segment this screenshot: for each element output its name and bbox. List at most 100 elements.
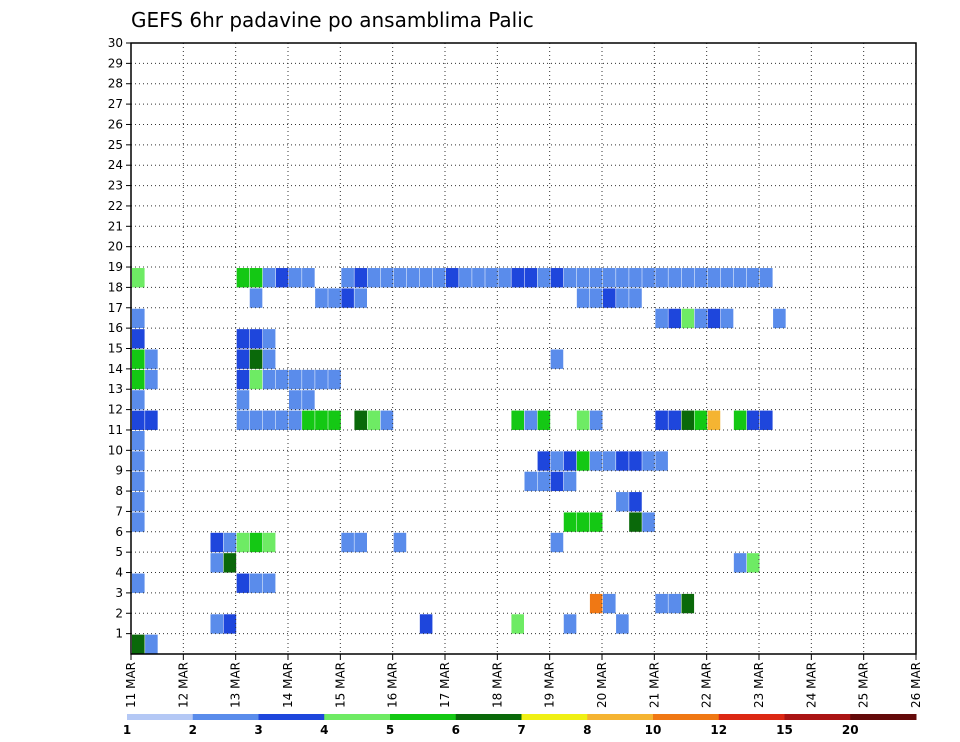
heatmap-cell <box>746 553 760 573</box>
heatmap-cell <box>511 614 524 634</box>
heatmap-cell <box>354 410 367 430</box>
heatmap-cell <box>354 288 367 308</box>
heatmap-cell <box>145 349 158 369</box>
heatmap-cell <box>302 410 315 430</box>
heatmap-cell <box>210 553 224 573</box>
heatmap-cell <box>668 268 681 288</box>
heatmap-cell <box>262 410 276 430</box>
heatmap-cell <box>655 308 668 329</box>
heatmap-cell <box>210 614 224 634</box>
y-tick-label: 11 <box>108 423 123 437</box>
legend-label: 12 <box>710 723 727 737</box>
heatmap-cell <box>694 410 708 430</box>
heatmap-cell <box>746 268 760 288</box>
heatmap-cell <box>616 614 629 634</box>
heatmap-cell <box>132 430 145 451</box>
x-tick-label: 11 MAR <box>124 662 138 708</box>
y-tick-label: 20 <box>108 240 123 254</box>
y-tick-label: 8 <box>115 484 123 498</box>
legend-swatch <box>455 714 522 720</box>
y-tick-label: 30 <box>108 36 123 50</box>
heatmap-cell <box>576 288 590 308</box>
heatmap-cell <box>760 410 773 430</box>
heatmap-cell <box>524 268 538 288</box>
y-tick-label: 15 <box>108 342 123 356</box>
heatmap-cell <box>249 573 263 593</box>
heatmap-cell <box>589 268 603 288</box>
heatmap-cell <box>315 369 328 390</box>
x-tick-label: 18 MAR <box>490 662 504 708</box>
y-tick-label: 4 <box>115 566 123 580</box>
y-tick-label: 27 <box>108 97 123 111</box>
heatmap-cell <box>655 593 668 614</box>
y-tick-label: 1 <box>115 627 123 641</box>
heatmap-cell <box>681 308 695 329</box>
heatmap-cell <box>563 268 577 288</box>
x-axis: 11 MAR 12 MAR 13 MAR 14 MAR 15 MAR 16 MAR 17 M… <box>124 654 923 708</box>
heatmap-cell <box>262 268 276 288</box>
x-tick-label: 24 MAR <box>804 662 818 708</box>
heatmap-cell <box>773 308 786 329</box>
y-tick-label: 14 <box>108 362 123 376</box>
heatmap-cell <box>681 593 695 614</box>
heatmap-cell <box>262 329 276 349</box>
heatmap-cell <box>668 308 681 329</box>
heatmap-cell <box>328 410 341 430</box>
y-tick-label: 3 <box>115 586 123 600</box>
legend-label: 20 <box>842 723 859 737</box>
heatmap-cell <box>380 268 394 288</box>
y-tick-label: 24 <box>108 158 123 172</box>
heatmap-cell <box>576 410 590 430</box>
heatmap-cell <box>550 349 564 369</box>
heatmap-cell <box>655 268 668 288</box>
heatmap-cell <box>132 349 145 369</box>
heatmap-cell <box>236 532 250 553</box>
x-tick-label: 13 MAR <box>229 662 243 708</box>
heatmap-cell <box>576 268 590 288</box>
heatmap-cell <box>223 614 237 634</box>
heatmap-cell <box>275 369 289 390</box>
chart-title: GEFS 6hr padavine po ansamblima Palic <box>131 8 534 32</box>
x-tick-label: 20 MAR <box>595 662 609 708</box>
heatmap-cell <box>746 410 760 430</box>
heatmap-cell <box>603 268 616 288</box>
heatmap-cell <box>550 268 564 288</box>
heatmap-cell <box>236 573 250 593</box>
legend-swatch <box>718 714 785 720</box>
heatmap-cell <box>132 471 145 492</box>
heatmap-cell <box>432 268 446 288</box>
legend-swatch <box>127 714 194 720</box>
legend-label: 2 <box>189 723 197 737</box>
heatmap-cell <box>655 410 668 430</box>
heatmap-cell <box>289 268 302 288</box>
legend-label: 8 <box>583 723 591 737</box>
heatmap-cell <box>223 553 237 573</box>
heatmap-cell <box>302 390 315 410</box>
heatmap-cell <box>289 369 302 390</box>
heatmap-cell <box>223 532 237 553</box>
heatmap-cell <box>367 268 381 288</box>
x-tick-label: 12 MAR <box>176 662 190 708</box>
heatmap-cell <box>406 268 420 288</box>
y-tick-label: 5 <box>115 545 123 559</box>
heatmap-cell <box>249 532 263 553</box>
heatmap-cell <box>694 308 708 329</box>
y-tick-label: 17 <box>108 301 123 315</box>
heatmap-cell <box>446 268 459 288</box>
heatmap-cell <box>668 410 681 430</box>
heatmap-cell <box>262 349 276 369</box>
heatmap-cell <box>550 471 564 492</box>
legend-swatch <box>521 714 588 720</box>
heatmap-cell <box>393 532 407 553</box>
heatmap-cell <box>289 390 302 410</box>
y-tick-label: 19 <box>108 260 123 274</box>
heatmap-cell <box>302 369 315 390</box>
y-tick-label: 29 <box>108 56 123 70</box>
heatmap-cell <box>707 410 721 430</box>
heatmap-cell <box>236 349 250 369</box>
heatmap-cell <box>275 410 289 430</box>
y-tick-label: 7 <box>115 504 123 518</box>
heatmap-cell <box>576 512 590 532</box>
heatmap-cell <box>262 369 276 390</box>
heatmap-cell <box>249 349 263 369</box>
